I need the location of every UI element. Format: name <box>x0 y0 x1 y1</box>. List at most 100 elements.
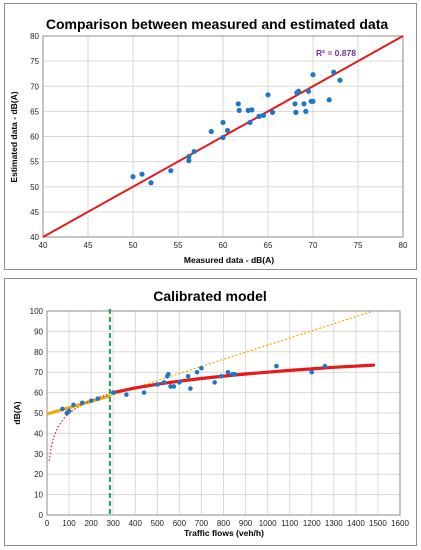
data-point <box>326 97 332 103</box>
data-point <box>220 134 226 141</box>
x-tick-label: 1000 <box>259 519 277 528</box>
r-squared-label: R² = 0.878 <box>316 48 356 58</box>
x-tick-label: 700 <box>195 519 209 528</box>
data-point <box>71 402 76 408</box>
y-tick-label: 90 <box>34 327 43 336</box>
data-point <box>185 373 191 379</box>
x-tick-label: 40 <box>39 241 48 250</box>
data-point <box>161 380 167 385</box>
x-tick-label: 100 <box>62 519 76 528</box>
data-point <box>232 371 237 377</box>
data-point <box>208 128 214 135</box>
data-point <box>224 127 231 134</box>
y-tick-label: 100 <box>30 307 44 316</box>
data-point <box>186 154 192 160</box>
data-point <box>310 98 316 104</box>
x-tick-label: 75 <box>354 241 363 250</box>
red-fit-dotted-curve <box>48 393 111 461</box>
x-tick-label: 500 <box>151 519 165 528</box>
data-point <box>60 406 65 412</box>
chart-panel-comparison: Comparison between measured and estimate… <box>4 3 417 270</box>
chart-title: Comparison between measured and estimate… <box>46 16 389 32</box>
data-point <box>194 369 200 375</box>
y-tick-label: 65 <box>30 107 39 116</box>
data-point <box>95 396 101 402</box>
data-point <box>331 69 337 75</box>
data-point <box>303 108 309 114</box>
data-point <box>305 88 312 94</box>
x-tick-label: 70 <box>309 241 318 250</box>
data-point <box>188 386 193 391</box>
x-tick-label: 1500 <box>369 519 387 528</box>
data-point <box>293 109 299 115</box>
x-tick-label: 65 <box>264 241 273 250</box>
x-tick-label: 900 <box>239 519 253 528</box>
x-tick-label: 60 <box>219 241 228 250</box>
x-tick-label: 300 <box>107 519 121 528</box>
data-point <box>124 392 129 397</box>
x-tick-label: 1600 <box>391 519 409 528</box>
x-tick-label: 45 <box>84 241 93 250</box>
y-tick-label: 10 <box>34 491 43 500</box>
data-point <box>249 107 255 113</box>
x-tick-label: 1100 <box>281 519 299 528</box>
y-tick-label: 60 <box>34 389 43 398</box>
x-tick-label: 1400 <box>347 519 365 528</box>
data-point <box>225 369 231 375</box>
data-point <box>80 400 85 406</box>
x-tick-label: 600 <box>173 519 187 528</box>
red-fit-solid-curve <box>111 363 376 395</box>
data-point <box>322 363 328 369</box>
y-tick-label: 0 <box>39 511 44 520</box>
y-tick-label: 30 <box>34 450 43 459</box>
x-tick-label: 400 <box>129 519 143 528</box>
x-tick-label: 50 <box>129 241 138 250</box>
data-point <box>155 382 160 387</box>
data-point <box>199 365 204 371</box>
data-point <box>130 174 136 180</box>
data-point <box>301 101 307 107</box>
y-tick-label: 60 <box>30 133 39 142</box>
data-point <box>212 380 217 385</box>
chart-title: Calibrated model <box>153 288 267 304</box>
data-point <box>141 390 147 395</box>
comparison-scatter-chart: Comparison between measured and estimate… <box>9 16 408 265</box>
data-point <box>269 109 276 115</box>
data-point <box>310 72 316 78</box>
data-point <box>88 398 94 404</box>
y-tick-label: 70 <box>34 368 43 377</box>
y-tick-label: 50 <box>34 409 43 418</box>
x-tick-label: 200 <box>84 519 98 528</box>
y-tick-label: 40 <box>30 233 39 242</box>
data-point <box>66 408 72 414</box>
x-tick-label: 1200 <box>303 519 321 528</box>
chart-panel-calibrated: Calibrated model 0 100 200 300 400 500 600 700 8… <box>4 278 417 546</box>
orange-trend-solid-line <box>46 394 111 416</box>
y-axis-label: Estimated data - dB(A) <box>9 91 19 182</box>
data-point <box>168 384 173 389</box>
data-point <box>186 158 192 164</box>
y-tick-label: 55 <box>30 158 39 167</box>
data-point <box>265 92 271 98</box>
data-point <box>191 148 197 155</box>
data-point <box>171 384 177 389</box>
data-point <box>148 180 154 186</box>
plot-area-frame <box>42 35 404 238</box>
x-axis-label: Measured data - dB(A) <box>184 255 274 265</box>
data-point <box>292 101 298 107</box>
y-tick-label: 75 <box>30 57 39 66</box>
y-tick-label: 45 <box>30 208 39 217</box>
y-tick-label: 80 <box>34 348 43 357</box>
x-tick-label: 800 <box>217 519 231 528</box>
data-point <box>274 363 279 369</box>
data-point <box>235 101 241 107</box>
data-point <box>337 77 343 83</box>
y-axis-label: dB(A) <box>12 401 22 424</box>
data-point <box>218 373 224 379</box>
data-point <box>110 390 116 395</box>
x-axis-label: Traffic flows (veh/h) <box>184 528 264 538</box>
data-point <box>260 112 267 118</box>
y-tick-label: 40 <box>34 429 43 438</box>
y-tick-label: 70 <box>30 82 39 91</box>
y-tick-label: 20 <box>34 470 43 479</box>
